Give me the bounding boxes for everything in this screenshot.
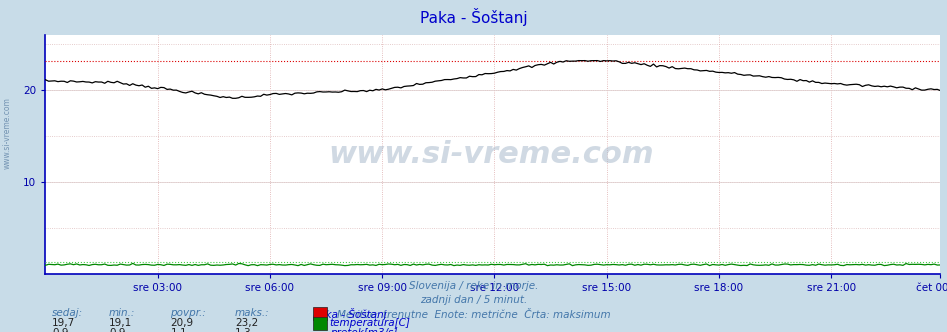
Text: Slovenija / reke in morje.: Slovenija / reke in morje.: [409, 281, 538, 290]
Text: Paka - Šoštanj: Paka - Šoštanj: [420, 8, 527, 26]
Text: 19,7: 19,7: [52, 318, 76, 328]
Text: Meritve: trenutne  Enote: metrične  Črta: maksimum: Meritve: trenutne Enote: metrične Črta: …: [337, 310, 610, 320]
Text: povpr.:: povpr.:: [170, 308, 206, 318]
Text: 23,2: 23,2: [235, 318, 259, 328]
Text: 1,3: 1,3: [235, 328, 252, 332]
Text: temperatura[C]: temperatura[C]: [330, 318, 410, 328]
Text: 20,9: 20,9: [170, 318, 193, 328]
Text: zadnji dan / 5 minut.: zadnji dan / 5 minut.: [420, 295, 527, 305]
Text: 19,1: 19,1: [109, 318, 133, 328]
Text: 0,9: 0,9: [109, 328, 125, 332]
Text: sedaj:: sedaj:: [52, 308, 83, 318]
Text: maks.:: maks.:: [235, 308, 270, 318]
Text: pretok[m3/s]: pretok[m3/s]: [330, 328, 397, 332]
Text: Paka - Šoštanj: Paka - Šoštanj: [313, 308, 386, 320]
Text: 0,9: 0,9: [52, 328, 68, 332]
Text: www.si-vreme.com: www.si-vreme.com: [329, 140, 654, 169]
Text: 1,1: 1,1: [170, 328, 188, 332]
Text: min.:: min.:: [109, 308, 135, 318]
Text: www.si-vreme.com: www.si-vreme.com: [3, 97, 12, 169]
